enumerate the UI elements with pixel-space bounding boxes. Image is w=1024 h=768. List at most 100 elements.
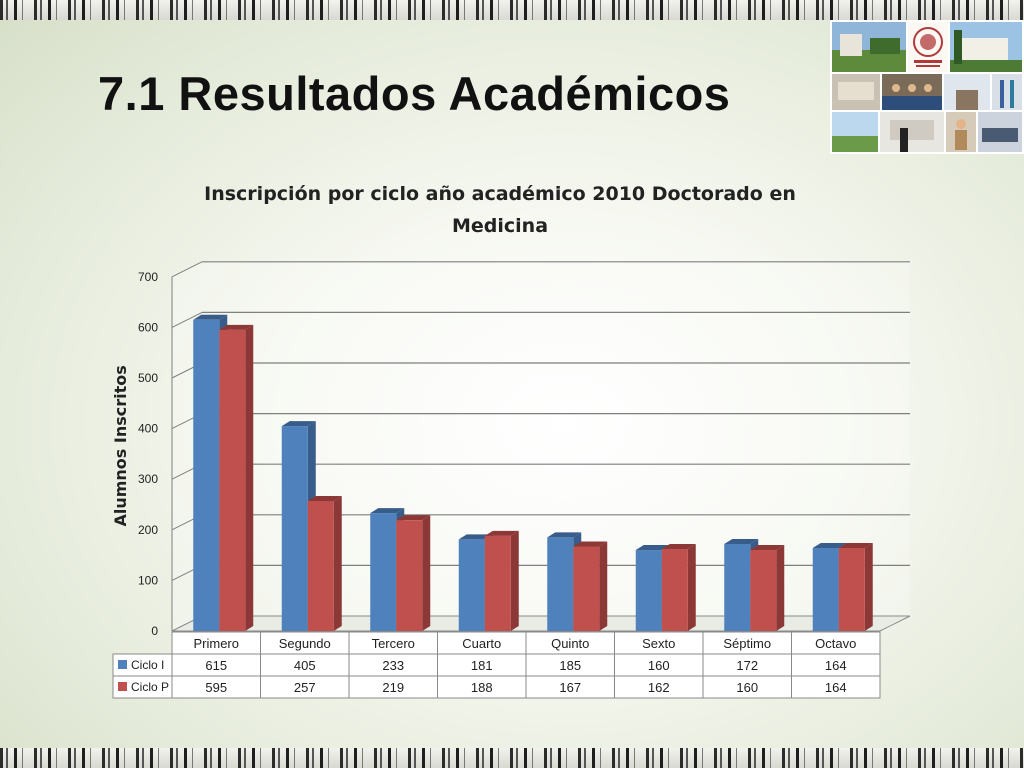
building-photo [832,22,906,72]
bar-side [510,530,519,631]
legend-swatch [118,660,127,669]
chart-title-line: Medicina [451,215,549,237]
bar-side [422,515,431,631]
data-value-label: 164 [825,658,847,673]
university-seal-image [908,22,948,72]
y-tick-label: 600 [138,320,158,334]
bar-side [776,545,785,631]
bar-front [812,548,839,631]
bar-front [750,550,777,631]
bottom-decorative-stripe [0,748,1024,768]
bar-top [812,543,847,549]
bar-front [838,548,865,631]
bar-top [573,541,608,547]
y-tick-label: 100 [138,573,158,587]
data-value-label: 405 [294,658,316,673]
data-value-label: 181 [471,658,493,673]
bar-top [661,544,696,550]
bar-side [687,544,696,631]
data-value-label: 219 [382,680,404,695]
bar-side [864,543,873,631]
legend-label: Ciclo P [131,680,169,694]
bar-front [573,546,600,631]
gridline-depth [171,261,203,278]
bar-top [396,515,431,521]
legend-label: Ciclo I [131,658,164,672]
bar-top [281,421,316,427]
courtyard-photo [832,112,944,152]
bar-front [193,319,220,631]
data-value-label: 160 [648,658,670,673]
data-value-label: 167 [559,680,581,695]
data-value-label: 615 [205,658,227,673]
bar-side [599,541,608,631]
meeting-photo [832,74,942,110]
bar-side [245,324,254,631]
bar-ciclo-p [396,515,431,631]
bar-front [458,539,485,631]
data-value-label: 188 [471,680,493,695]
bar-top [219,324,254,330]
bar-front [484,535,511,631]
data-value-label: 160 [736,680,758,695]
bar-front [724,543,751,631]
bar-front [219,329,246,631]
data-value-label: 164 [825,680,847,695]
y-tick-label: 200 [138,523,158,537]
bar-top [193,314,228,320]
bar-top [635,545,670,551]
data-value-label: 172 [736,658,758,673]
y-tick-label: 0 [151,624,158,638]
chart-back-wall [172,261,910,631]
presentation-photo [946,112,1022,152]
legend-swatch [118,682,127,691]
bar-side [333,495,342,631]
y-tick-label: 700 [138,270,158,284]
x-category-label: Tercero [372,636,415,651]
photo-collage-image [830,20,1024,154]
podium-photo [944,74,1022,110]
data-value-label: 595 [205,680,227,695]
bar-front [635,550,662,631]
x-category-label: Segundo [279,636,331,651]
y-tick-label: 300 [138,472,158,486]
bar-front [661,549,688,631]
y-axis-title: Alumnos Inscritos [111,365,130,526]
bar-ciclo-p [573,541,608,631]
chart-title-line: Inscripción por ciclo año académico 2010… [204,183,796,205]
y-tick-label: 400 [138,422,158,436]
bar-front [370,513,397,631]
data-value-label: 233 [382,658,404,673]
data-table: Primero Segundo Tercero Cuarto Quinto Sexto Sé… [112,631,881,699]
x-category-label: Quinto [551,636,589,651]
bar-top [458,534,493,540]
data-value-label: 257 [294,680,316,695]
bar-ciclo-p [838,543,873,631]
x-category-label: Octavo [815,636,856,651]
bar-ciclo-p [219,324,254,631]
gridline-depth [171,311,203,328]
campus-photo [950,22,1022,72]
chart-title: Inscripción por ciclo año académico 2010… [150,178,850,242]
bar-ciclo-p [307,495,342,631]
bar-ciclo-p [750,545,785,631]
top-decorative-stripe [0,0,1024,20]
bar-ciclo-p [661,544,696,631]
data-value-label: 185 [559,658,581,673]
bar-top [750,545,785,551]
x-category-label: Séptimo [723,636,771,651]
x-category-label: Primero [193,636,239,651]
bar-top [547,532,582,538]
bar-front [281,426,308,631]
bar-ciclo-p [484,530,519,631]
bar-top [484,530,519,536]
bar-front [396,520,423,631]
bar-top [307,495,342,501]
y-tick-label: 500 [138,371,158,385]
bar-front [547,537,574,631]
bar-top [724,538,759,544]
data-value-label: 162 [648,680,670,695]
bar-front [307,500,334,631]
bar-top [838,543,873,549]
